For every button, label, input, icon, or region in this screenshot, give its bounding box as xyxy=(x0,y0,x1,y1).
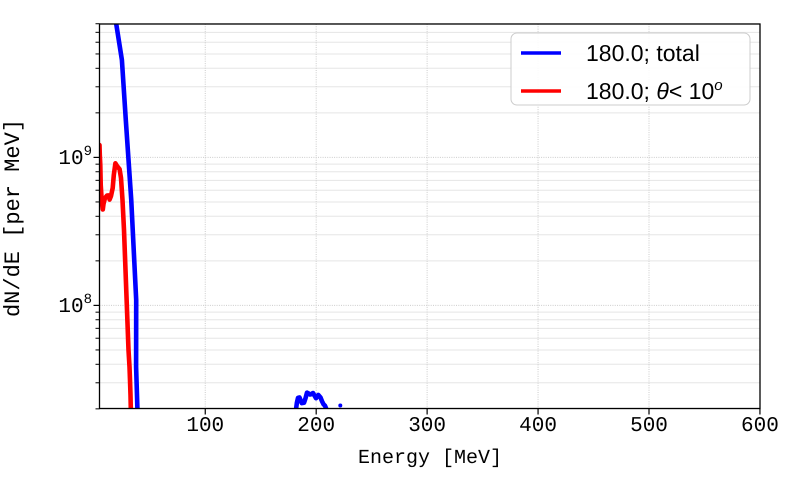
svg-text:180.0; θ< 10o: 180.0; θ< 10o xyxy=(586,77,723,104)
svg-text:500: 500 xyxy=(630,415,668,438)
svg-text:100: 100 xyxy=(186,415,224,438)
svg-text:180.0; total: 180.0; total xyxy=(586,40,700,66)
svg-text:dN/dE [per MeV]: dN/dE [per MeV] xyxy=(1,119,26,317)
svg-text:600: 600 xyxy=(741,415,779,438)
svg-text:200: 200 xyxy=(297,415,335,438)
svg-text:109: 109 xyxy=(58,144,92,171)
svg-text:Energy [MeV]: Energy [MeV] xyxy=(358,447,502,470)
svg-text:108: 108 xyxy=(58,292,92,319)
svg-text:400: 400 xyxy=(519,415,557,438)
svg-text:300: 300 xyxy=(408,415,446,438)
